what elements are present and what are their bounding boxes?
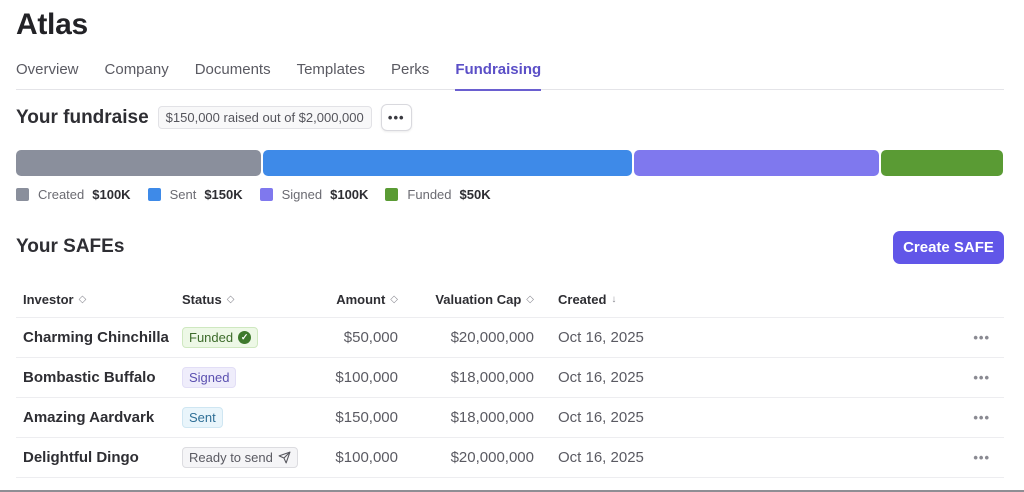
table-row[interactable]: Delightful Dingo Ready to send $100,000 … — [16, 438, 1004, 478]
legend-label: Signed — [281, 187, 323, 202]
tab-perks[interactable]: Perks — [390, 61, 430, 78]
tab-overview[interactable]: Overview — [16, 61, 79, 78]
row-more-button[interactable]: ••• — [973, 370, 990, 385]
amount: $100,000 — [335, 369, 398, 386]
create-safe-button[interactable]: Create SAFE — [893, 231, 1004, 264]
status-cell: Funded ✓ — [182, 327, 306, 348]
column-label: Amount — [336, 292, 386, 307]
progress-legend: Created $100K Sent $150K Signed $100K Fu… — [16, 187, 508, 202]
created-date: Oct 16, 2025 — [558, 329, 644, 346]
column-label: Created — [558, 292, 607, 307]
legend-label: Funded — [407, 187, 452, 202]
row-more-button[interactable]: ••• — [973, 330, 990, 345]
investor-name: Charming Chinchilla — [23, 329, 169, 346]
fundraise-progress-bar — [16, 150, 1004, 176]
column-label: Investor — [23, 292, 74, 307]
tab-documents[interactable]: Documents — [194, 61, 271, 78]
amount: $150,000 — [335, 409, 398, 426]
table-row[interactable]: Amazing Aardvark Sent $150,000 $18,000,0… — [16, 398, 1004, 438]
table-row[interactable]: Bombastic Buffalo Signed $100,000 $18,00… — [16, 358, 1004, 398]
sort-icon: ◇ — [390, 294, 398, 305]
status-cell: Sent — [182, 407, 306, 428]
created-date: Oct 16, 2025 — [558, 449, 644, 466]
progress-segment-funded — [881, 150, 1003, 176]
legend-swatch-funded — [385, 188, 399, 201]
status-badge: Signed — [182, 367, 237, 388]
legend-label: Sent — [169, 187, 197, 202]
valuation-cap: $18,000,000 — [450, 369, 534, 386]
legend-item-funded: Funded $50K — [385, 187, 491, 202]
column-header-amount[interactable]: Amount ◇ — [306, 292, 398, 307]
investor-name: Bombastic Buffalo — [23, 369, 156, 386]
legend-value: $100K — [92, 187, 131, 202]
fundraise-more-button[interactable]: ••• — [380, 104, 412, 131]
legend-item-signed: Signed $100K — [259, 187, 369, 202]
fundraise-header: Your fundraise $150,000 raised out of $2… — [16, 104, 412, 131]
valuation-cap: $20,000,000 — [450, 329, 534, 346]
created-date: Oct 16, 2025 — [558, 369, 644, 386]
sort-desc-icon: ↓ — [611, 294, 617, 305]
status-badge: Funded ✓ — [182, 327, 259, 348]
more-icon: ••• — [387, 110, 405, 125]
legend-item-sent: Sent $150K — [147, 187, 243, 202]
legend-swatch-signed — [259, 188, 273, 201]
investor-name: Amazing Aardvark — [23, 409, 155, 426]
status-badge: Sent — [182, 407, 223, 428]
sort-icon: ◇ — [226, 294, 235, 305]
app-title: Atlas — [16, 8, 88, 41]
column-header-valuation-cap[interactable]: Valuation Cap ◇ — [398, 292, 534, 307]
row-more-button[interactable]: ••• — [973, 410, 990, 425]
amount: $50,000 — [343, 329, 398, 346]
legend-value: $50K — [459, 187, 491, 202]
legend-swatch-sent — [147, 188, 161, 201]
send-icon — [278, 451, 291, 464]
row-more-button[interactable]: ••• — [973, 450, 990, 465]
legend-value: $100K — [330, 187, 369, 202]
raised-badge: $150,000 raised out of $2,000,000 — [157, 106, 372, 129]
amount: $100,000 — [335, 449, 398, 466]
sort-icon: ◇ — [526, 294, 534, 305]
tab-company[interactable]: Company — [104, 61, 169, 78]
valuation-cap: $20,000,000 — [450, 449, 534, 466]
created-date: Oct 16, 2025 — [558, 409, 644, 426]
investor-name: Delightful Dingo — [23, 449, 139, 466]
progress-segment-signed — [634, 150, 879, 176]
sort-icon: ◇ — [78, 294, 87, 305]
status-label: Signed — [189, 370, 230, 385]
check-circle-icon: ✓ — [238, 331, 252, 344]
column-header-created[interactable]: Created ↓ — [534, 292, 674, 307]
status-badge[interactable]: Ready to send — [182, 447, 298, 468]
status-cell: Signed — [182, 367, 306, 388]
legend-label: Created — [38, 187, 85, 202]
tab-fundraising[interactable]: Fundraising — [455, 60, 541, 91]
table-header: Investor ◇ Status ◇ Amount ◇ Valuation C… — [16, 282, 1004, 318]
progress-segment-created — [16, 150, 261, 176]
safes-title: Your SAFEs — [16, 236, 125, 257]
status-label: Sent — [189, 410, 216, 425]
progress-segment-sent — [263, 150, 632, 176]
tab-bar: Overview Company Documents Templates Per… — [16, 60, 1004, 91]
column-header-investor[interactable]: Investor ◇ — [16, 292, 182, 307]
valuation-cap: $18,000,000 — [450, 409, 534, 426]
table-row[interactable]: Charming Chinchilla Funded ✓ $50,000 $20… — [16, 318, 1004, 358]
fundraise-title: Your fundraise — [16, 106, 149, 128]
column-header-status[interactable]: Status ◇ — [182, 292, 306, 307]
legend-value: $150K — [204, 187, 243, 202]
status-label: Ready to send — [189, 450, 273, 465]
column-label: Status — [182, 292, 222, 307]
status-label: Funded — [189, 330, 234, 345]
tab-templates[interactable]: Templates — [296, 61, 365, 78]
status-cell: Ready to send — [182, 447, 306, 468]
legend-item-created: Created $100K — [16, 187, 131, 202]
window-bottom-border — [0, 490, 1024, 492]
column-label: Valuation Cap — [435, 292, 522, 307]
safes-table: Investor ◇ Status ◇ Amount ◇ Valuation C… — [16, 282, 1004, 478]
legend-swatch-created — [16, 188, 29, 201]
